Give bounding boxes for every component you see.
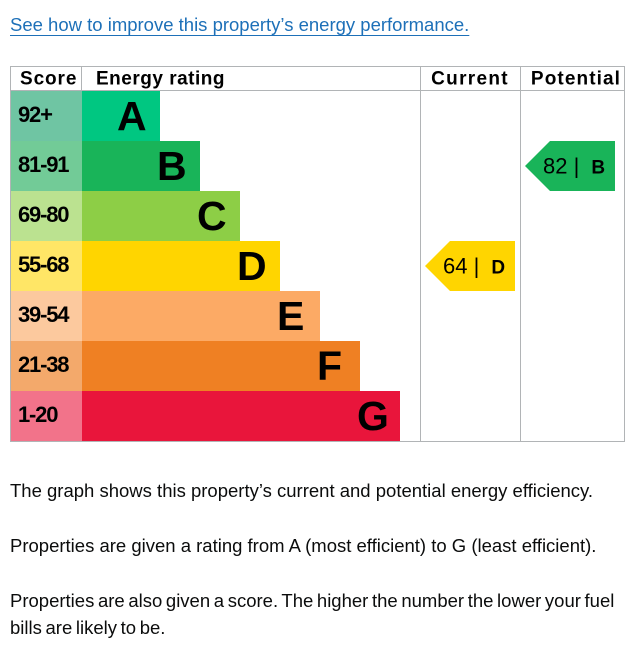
svg-text:G: G (357, 393, 389, 439)
svg-text:69-80: 69-80 (18, 202, 69, 227)
svg-text:A: A (117, 93, 147, 139)
svg-text:64 | D: 64 | D (443, 254, 505, 279)
svg-text:21-38: 21-38 (18, 352, 69, 377)
svg-text:Energy rating: Energy rating (96, 69, 225, 90)
svg-text:82 | B: 82 | B (543, 154, 605, 179)
svg-text:Potential: Potential (531, 69, 621, 90)
svg-text:39-54: 39-54 (18, 302, 70, 327)
svg-text:1-20: 1-20 (18, 402, 58, 427)
svg-text:F: F (317, 343, 342, 389)
svg-text:D: D (237, 243, 267, 289)
svg-text:C: C (197, 193, 227, 239)
svg-text:Score: Score (20, 69, 77, 90)
svg-text:55-68: 55-68 (18, 252, 69, 277)
svg-text:81-91: 81-91 (18, 152, 69, 177)
svg-text:E: E (277, 293, 304, 339)
svg-text:B: B (157, 143, 187, 189)
svg-text:92+: 92+ (18, 102, 52, 127)
svg-text:Current: Current (431, 69, 509, 90)
